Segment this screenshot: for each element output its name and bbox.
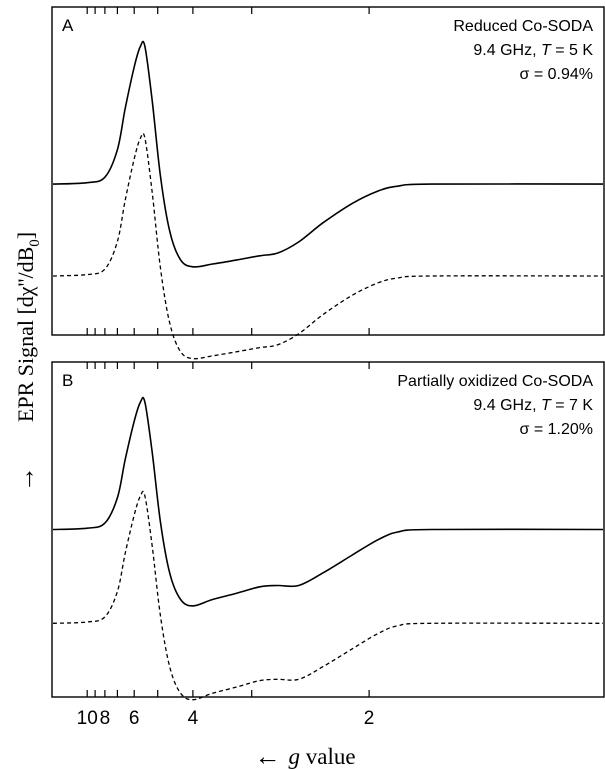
y-axis-label: → EPR Signal [dχ''/dB0] (11, 232, 43, 492)
series-line-solid (52, 396, 604, 607)
panel-a: A Reduced Co-SODA 9.4 GHz, T = 5 K σ = 0.94… (51, 6, 605, 360)
annotation-line: σ = 0.94% (520, 66, 593, 83)
x-tick-label: 6 (129, 708, 140, 729)
annotation-line: Partially oxidized Co-SODA (397, 373, 593, 390)
annotation-line: σ = 1.20% (520, 421, 593, 438)
annotation-line: Reduced Co-SODA (453, 18, 593, 35)
series-line-dashed (52, 132, 604, 360)
panels: A Reduced Co-SODA 9.4 GHz, T = 5 K σ = 0.94… (51, 6, 605, 701)
x-tick-label: 8 (100, 708, 111, 729)
y-axis-title: → EPR Signal [dχ''/dB0] (11, 232, 43, 492)
panel-label: A (62, 16, 74, 35)
annotation-line: 9.4 GHz, T = 5 K (473, 42, 593, 59)
panel-frame (51, 361, 605, 698)
y-axis-title-group: → EPR Signal [dχ''/dB0] (11, 232, 43, 492)
panel-frame (51, 6, 605, 336)
x-axis-label: ← g value (255, 742, 356, 769)
x-tick-label: 10 (77, 708, 98, 729)
series-line-dashed (52, 490, 604, 701)
series-line-solid (52, 40, 604, 268)
x-tick-label: 4 (188, 708, 199, 729)
x-axis-arrow: ← (255, 742, 281, 769)
y-axis-arrow: → (11, 466, 40, 492)
x-tick-labels: 10 8 6 4 2 (77, 708, 375, 729)
panel-label: B (62, 371, 73, 390)
x-tick-label: 2 (364, 708, 375, 729)
annotation-line: 9.4 GHz, T = 7 K (473, 397, 593, 414)
x-axis-title: ← g value (255, 742, 356, 769)
panel-b: B Partially oxidized Co-SODA 9.4 GHz, T = … (51, 361, 605, 701)
